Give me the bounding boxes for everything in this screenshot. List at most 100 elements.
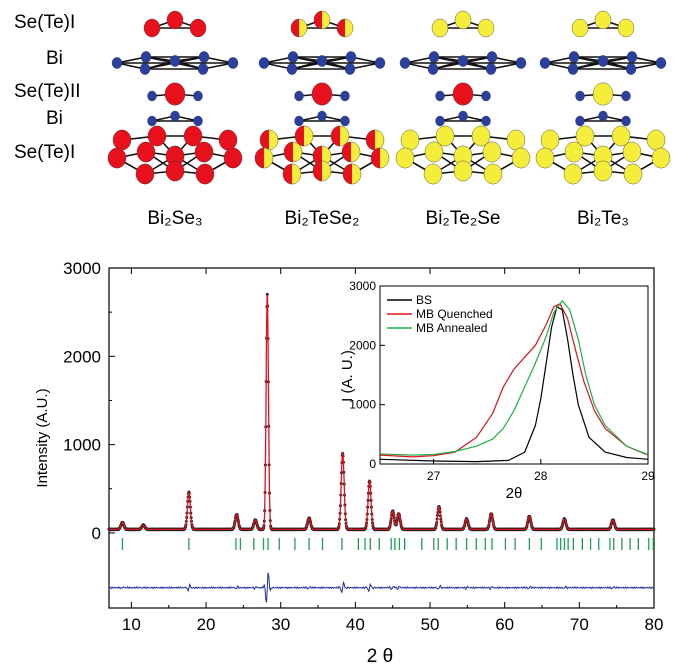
se-te-atom bbox=[424, 141, 444, 163]
bi-atom bbox=[287, 51, 299, 63]
bi-atom bbox=[427, 63, 439, 75]
legend-label: MB Quenched bbox=[416, 307, 493, 321]
bi-atom bbox=[626, 51, 638, 63]
se-te-atom bbox=[223, 147, 243, 169]
se-te-atom bbox=[593, 160, 613, 182]
bi-atom bbox=[428, 51, 440, 63]
se-te-atom bbox=[330, 125, 350, 147]
main-y-axis-label: Intensity (A.U.) bbox=[34, 388, 51, 487]
se-te-atom bbox=[312, 160, 332, 182]
se-te-atom bbox=[431, 18, 449, 38]
y-tick-label: 0 bbox=[92, 524, 101, 543]
se-te-atom bbox=[183, 125, 203, 147]
inset-x-axis-label: 2θ bbox=[506, 485, 523, 502]
layer-label-bi-bottom: Bi bbox=[46, 108, 63, 129]
se-te-atom bbox=[136, 141, 156, 163]
bi-atom bbox=[147, 115, 157, 127]
inset-plot-frame bbox=[379, 285, 649, 465]
bi-atom bbox=[286, 63, 298, 75]
bi-atom bbox=[621, 90, 631, 102]
inset-x-tick-label: 28 bbox=[534, 469, 548, 483]
compound-label: Bi₂TeSe₂ bbox=[285, 208, 360, 229]
bi-atom bbox=[567, 63, 579, 75]
bi-atom bbox=[575, 115, 585, 127]
bi-atom bbox=[515, 57, 527, 69]
bi-atom bbox=[227, 57, 239, 69]
se-te-atom bbox=[435, 125, 455, 147]
inset-axis-ticks: 27 28 29 0 1000 2000 3000 bbox=[349, 279, 655, 483]
legend-label: MB Annealed bbox=[416, 321, 487, 335]
layer-label-se-te-i-bottom: Se(Te)I bbox=[14, 142, 75, 163]
se-te-atom bbox=[563, 163, 583, 185]
inset-series-line-0 bbox=[379, 306, 649, 463]
inset-y-tick-label: 1000 bbox=[349, 398, 376, 412]
se-te-atom bbox=[218, 129, 238, 151]
se-te-atom bbox=[477, 18, 495, 38]
se-te-atom bbox=[423, 163, 443, 185]
se-te-atom bbox=[651, 147, 671, 169]
bi-atom bbox=[598, 110, 608, 122]
se-te-atom bbox=[370, 147, 390, 169]
bi-atom bbox=[140, 51, 152, 63]
se-te-atom bbox=[294, 125, 314, 147]
se-te-atom bbox=[365, 129, 385, 151]
bi-atom bbox=[597, 55, 609, 67]
y-tick-label: 2000 bbox=[63, 347, 101, 366]
bi-atom bbox=[374, 57, 386, 69]
bi-atom bbox=[316, 55, 328, 67]
bi-atom bbox=[258, 57, 270, 69]
x-tick-label: 20 bbox=[197, 615, 216, 634]
se-te-atom bbox=[166, 10, 184, 30]
se-te-atom bbox=[143, 18, 161, 38]
x-tick-label: 50 bbox=[421, 615, 440, 634]
main-series bbox=[107, 292, 656, 603]
bi-atom bbox=[169, 55, 181, 67]
se-te-atom bbox=[454, 10, 472, 30]
bi-atom bbox=[435, 115, 445, 127]
se-te-atom bbox=[341, 141, 361, 163]
se-te-atom bbox=[195, 163, 215, 185]
bi-atom bbox=[139, 63, 151, 75]
bi-atom bbox=[655, 57, 667, 69]
se-te-atom bbox=[194, 141, 214, 163]
bi-atom bbox=[486, 51, 498, 63]
layer-label-se-te-i-top: Se(Te)I bbox=[14, 12, 75, 33]
inset-series-line-1 bbox=[379, 303, 649, 458]
se-te-atom bbox=[571, 18, 589, 38]
xrd-main-plot: 10 20 30 40 50 60 70 80 0 1000 2000 3000 2 θ Intens… bbox=[34, 259, 663, 667]
inset-x-tick-label: 29 bbox=[641, 469, 655, 483]
bi-atom bbox=[317, 110, 327, 122]
se-te-atom bbox=[506, 129, 526, 151]
se-te-atom bbox=[165, 160, 185, 182]
se-te-atom bbox=[313, 10, 331, 30]
bi-atom bbox=[457, 55, 469, 67]
se-te-atom bbox=[283, 141, 303, 163]
calculated-line bbox=[109, 294, 654, 531]
layer-label-bi-top: Bi bbox=[46, 48, 63, 69]
structure-2: Bi₂Te₂Se bbox=[395, 10, 531, 229]
x-tick-label: 10 bbox=[122, 615, 141, 634]
se-te-atom bbox=[147, 125, 167, 147]
y-tick-label: 1000 bbox=[63, 436, 101, 455]
se-te-atom bbox=[611, 125, 631, 147]
bi-atom bbox=[344, 63, 356, 75]
se-te-atom bbox=[311, 82, 333, 106]
inset-y-tick-label: 0 bbox=[369, 457, 376, 471]
inset-y-axis-label: I (A. U.) bbox=[339, 350, 356, 402]
x-tick-label: 40 bbox=[346, 615, 365, 634]
compound-label: Bi₂Te₂Se bbox=[426, 208, 501, 229]
se-te-atom bbox=[259, 129, 279, 151]
bi-atom bbox=[539, 57, 551, 69]
inset-y-tick-label: 2000 bbox=[349, 338, 376, 352]
se-te-atom bbox=[575, 125, 595, 147]
x-tick-label: 70 bbox=[570, 615, 589, 634]
se-te-atom bbox=[540, 129, 560, 151]
bi-atom bbox=[435, 90, 445, 102]
y-tick-label: 3000 bbox=[63, 259, 101, 278]
compound-label: Bi₂Se₃ bbox=[147, 208, 202, 229]
se-te-atom bbox=[189, 18, 207, 38]
bi-atom bbox=[193, 90, 203, 102]
se-te-atom bbox=[622, 141, 642, 163]
